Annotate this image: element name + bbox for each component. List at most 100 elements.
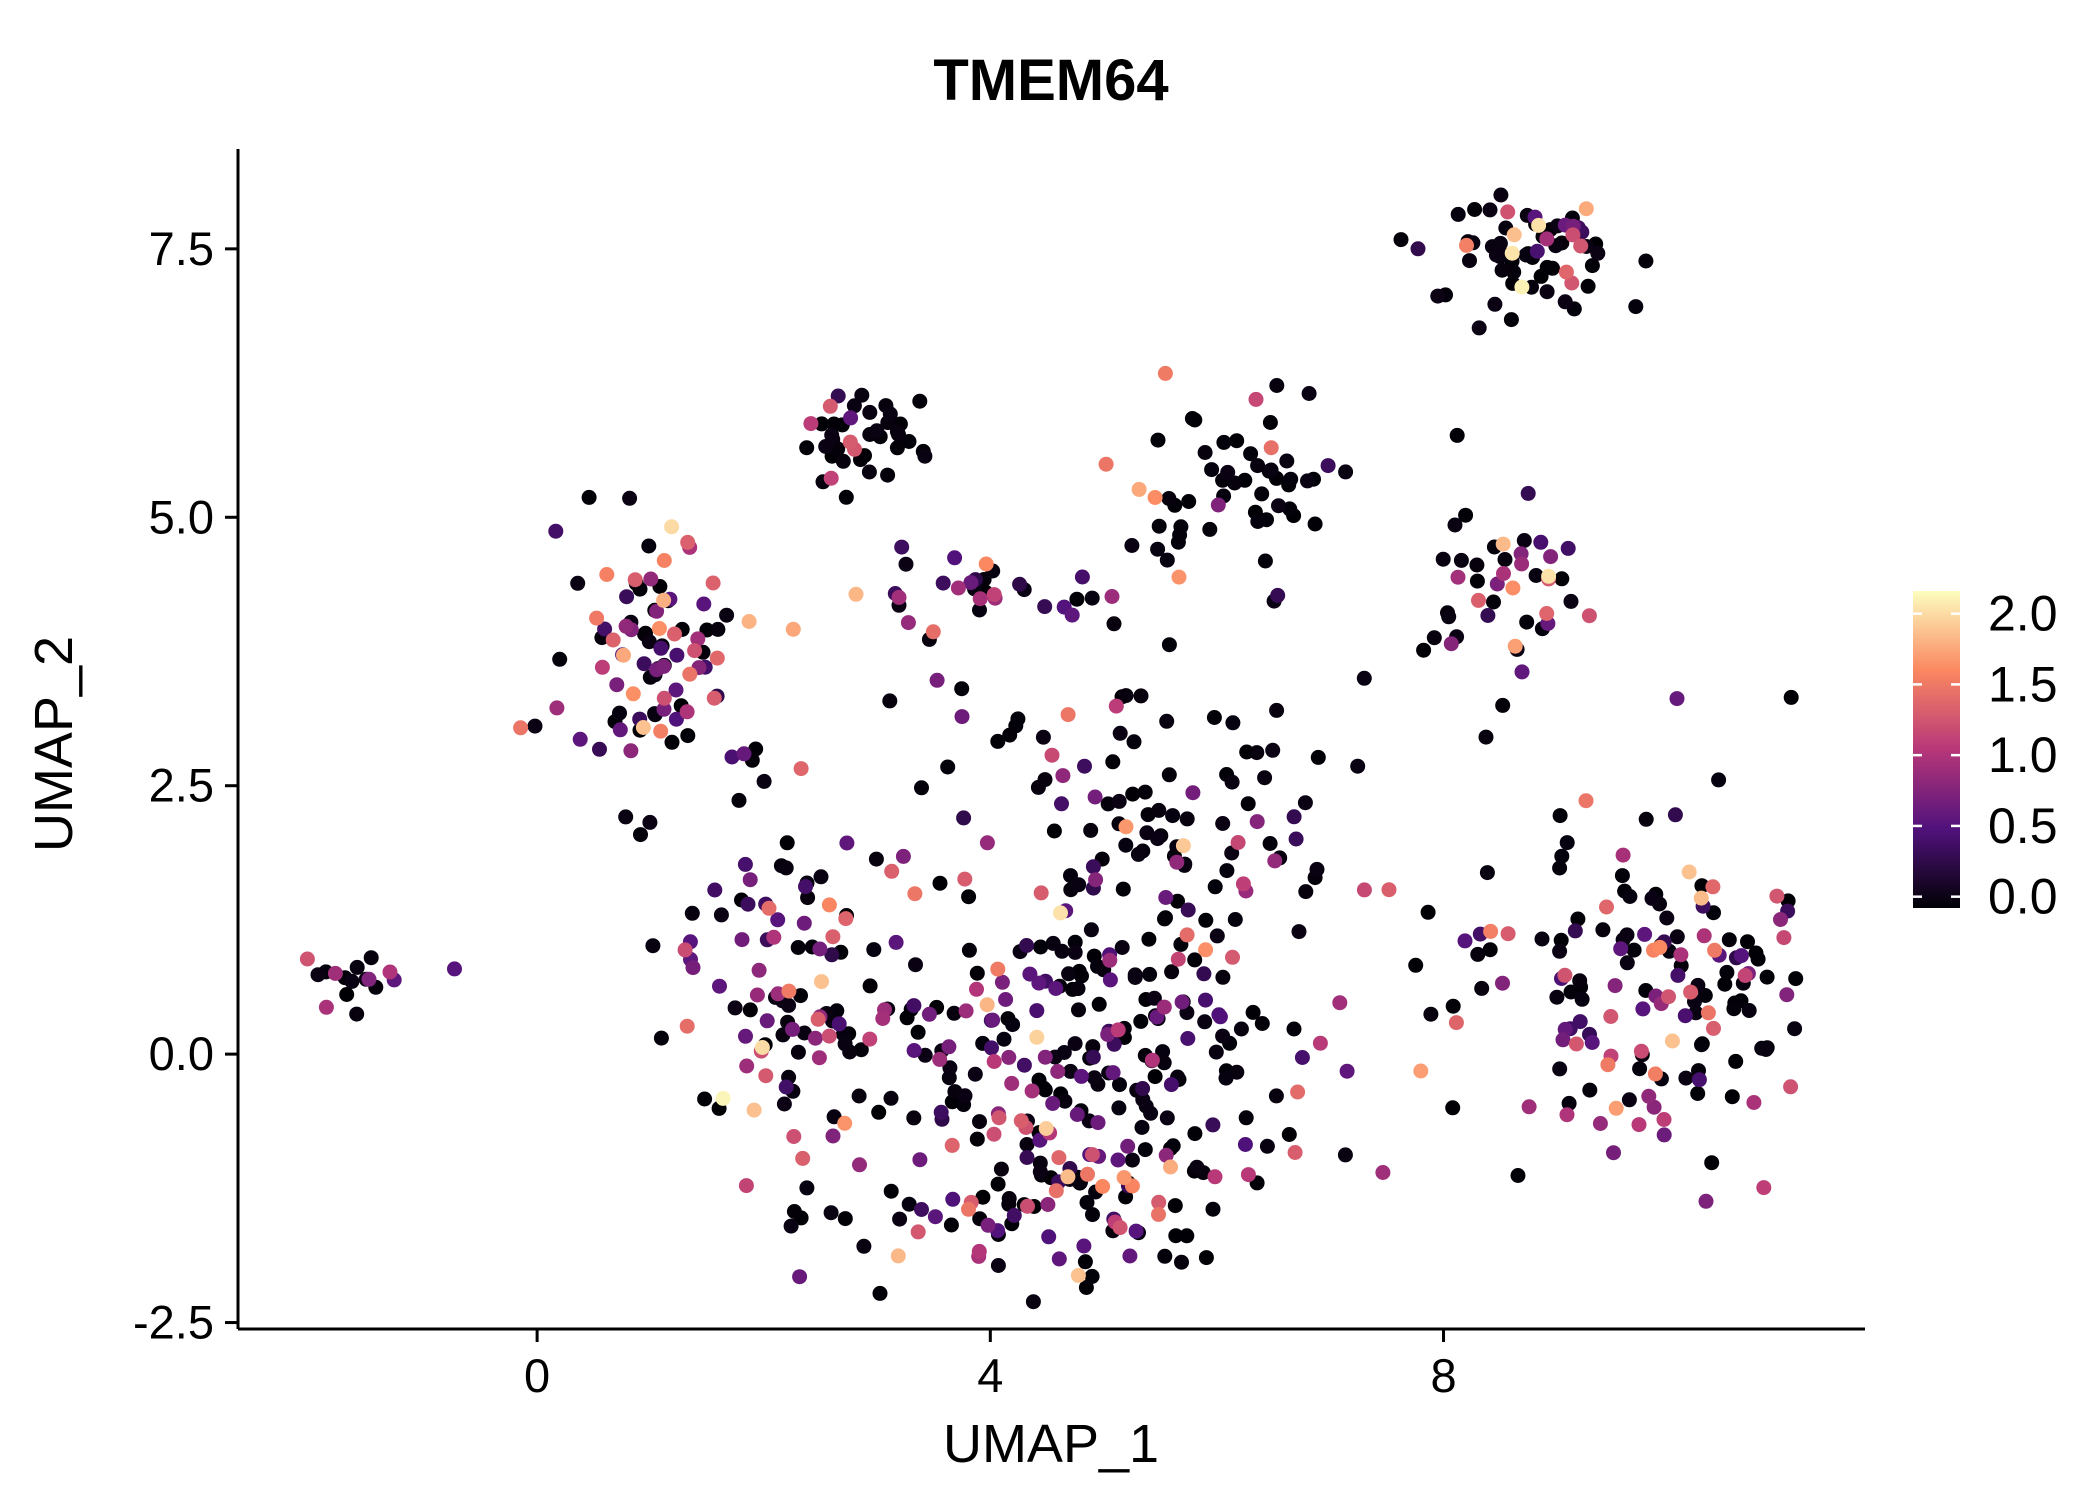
data-point: [1249, 745, 1265, 761]
data-point: [1151, 802, 1167, 818]
data-point: [680, 728, 696, 744]
data-point: [1656, 1127, 1672, 1143]
data-point: [1600, 1057, 1616, 1073]
data-point: [1110, 1022, 1126, 1038]
y-tick-label: 7.5: [149, 222, 214, 275]
data-point: [830, 388, 846, 404]
data-point: [1737, 968, 1753, 983]
data-point: [1198, 992, 1213, 1008]
data-point: [1514, 664, 1530, 680]
data-point: [1558, 264, 1574, 280]
colorbar-legend: 0.0 0.5 1.0 1.5 2.0: [1913, 586, 2058, 925]
data-point: [1592, 1116, 1608, 1131]
data-point: [985, 1012, 1001, 1028]
data-point: [1338, 464, 1354, 480]
data-point: [812, 941, 828, 957]
data-point: [734, 932, 750, 948]
data-point: [1552, 1061, 1568, 1077]
data-point: [1339, 1063, 1355, 1079]
data-point: [795, 1150, 811, 1166]
data-point: [883, 1090, 899, 1106]
data-point: [1184, 411, 1200, 426]
data-point: [882, 406, 898, 422]
data-point: [972, 602, 987, 618]
data-point: [798, 879, 813, 895]
data-point: [947, 550, 963, 566]
data-point: [1740, 934, 1755, 950]
data-point: [862, 978, 878, 994]
data-point: [592, 741, 607, 757]
data-point: [1503, 312, 1519, 328]
data-point: [793, 761, 809, 777]
data-point: [1700, 1005, 1716, 1021]
data-point: [1696, 928, 1712, 944]
x-ticks: 0 4 8: [524, 1329, 1457, 1402]
data-point: [707, 882, 723, 898]
data-point: [822, 398, 838, 414]
data-point: [1209, 928, 1225, 944]
data-point: [957, 871, 973, 887]
data-point: [1310, 749, 1326, 765]
data-point: [1669, 929, 1685, 945]
data-point: [1539, 606, 1555, 621]
data-point: [823, 1205, 839, 1221]
data-point: [761, 900, 777, 916]
data-point: [710, 621, 726, 637]
data-point: [1181, 494, 1197, 509]
data-point: [807, 1030, 823, 1046]
data-point: [1134, 1119, 1150, 1135]
data-point: [756, 773, 772, 789]
data-point: [814, 416, 830, 432]
data-point: [1235, 876, 1251, 892]
data-point: [685, 960, 701, 976]
data-point: [950, 580, 966, 596]
data-point: [1127, 970, 1143, 985]
data-point: [1479, 865, 1495, 881]
data-point: [656, 553, 672, 568]
data-point: [1492, 235, 1508, 251]
data-point: [1582, 1082, 1598, 1098]
data-point: [1174, 1254, 1189, 1270]
data-point: [1607, 978, 1623, 994]
data-point: [1055, 768, 1071, 784]
x-tick-label: 0: [524, 1349, 550, 1402]
data-point: [1051, 1251, 1067, 1267]
data-point: [741, 614, 757, 629]
data-point: [738, 1178, 754, 1194]
data-point: [1541, 568, 1557, 584]
data-point: [1560, 540, 1576, 556]
data-point: [1141, 931, 1157, 947]
data-point: [945, 1191, 961, 1207]
data-point: [932, 1051, 948, 1067]
data-point: [1001, 1049, 1017, 1065]
data-point: [1705, 879, 1721, 895]
data-point: [749, 987, 765, 1003]
data-point: [1197, 445, 1213, 460]
data-point: [907, 886, 923, 902]
data-point: [719, 607, 735, 623]
data-point: [1085, 1207, 1100, 1223]
data-point: [1531, 217, 1547, 233]
data-point: [1449, 427, 1465, 443]
data-point: [1005, 1017, 1021, 1033]
data-point: [1659, 910, 1675, 926]
data-point: [1218, 1070, 1234, 1086]
data-point: [941, 1039, 957, 1055]
data-point: [898, 556, 914, 572]
data-point: [653, 640, 669, 656]
data-point: [1118, 819, 1134, 835]
data-point: [796, 915, 812, 931]
data-point: [1578, 201, 1594, 217]
data-point: [1504, 245, 1520, 261]
data-point: [1769, 888, 1785, 904]
data-point: [1105, 754, 1121, 770]
data-point: [1189, 1159, 1205, 1175]
data-point: [339, 987, 355, 1002]
data-point: [623, 743, 639, 759]
data-point: [1721, 932, 1737, 948]
data-point: [1482, 202, 1498, 218]
data-point: [724, 749, 740, 765]
data-point: [1644, 890, 1660, 906]
data-point: [1298, 884, 1314, 900]
